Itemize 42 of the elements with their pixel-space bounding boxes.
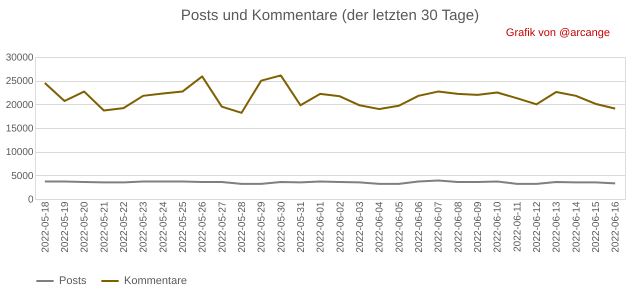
x-tick-label: 2022-06-10 — [492, 201, 504, 253]
x-tick-label: 2022-05-21 — [99, 201, 110, 253]
y-tick-label: 20000 — [6, 100, 34, 111]
x-tick-label: 2022-06-04 — [374, 201, 386, 253]
x-tick-label: 2022-06-08 — [453, 201, 464, 253]
x-tick-label: 2022-06-06 — [414, 201, 425, 253]
x-tick-label: 2022-06-11 — [512, 201, 524, 252]
line-series — [44, 74, 616, 114]
text: Grafik von @arcange — [506, 27, 610, 39]
y-tick-label: 0 — [28, 194, 34, 206]
y-tick-label: 30000 — [6, 52, 34, 64]
legend-label: Posts — [59, 275, 88, 287]
x-tick-label: 2022-05-30 — [276, 201, 288, 253]
y-tick-label: 25000 — [6, 76, 34, 88]
legend-label: Kommentare — [124, 275, 187, 287]
x-tick-label: 2022-05-19 — [60, 201, 71, 253]
chart-title: Posts und Kommentare (der letzten 30 Tage) — [180, 7, 480, 24]
x-tick-label: 2022-05-31 — [296, 201, 307, 253]
y-tick-label: 10000 — [6, 147, 34, 158]
x-tick-label: 2022-06-14 — [571, 201, 582, 253]
y-tick-label: 15000 — [6, 124, 34, 134]
x-tick-label: 2022-05-20 — [80, 201, 91, 253]
x-tick-label: 2022-05-29 — [256, 201, 268, 253]
x-tick-label: 2022-06-07 — [434, 201, 445, 253]
x-tick-label: 2022-06-09 — [473, 201, 484, 253]
x-tick-label: 2022-06-03 — [355, 201, 366, 253]
x-tick-label: 2022-05-22 — [119, 201, 130, 253]
x-tick-label: 2022-06-01 — [316, 201, 327, 253]
x-tick-label: 2022-05-27 — [217, 201, 228, 253]
x-tick-label: 2022-05-26 — [198, 201, 209, 253]
x-tick-label: 2022-05-23 — [138, 201, 150, 253]
x-tick-label: 2022-05-18 — [40, 201, 52, 253]
x-tick-label: 2022-06-05 — [394, 201, 406, 253]
x-tick-label: 2022-06-13 — [552, 201, 563, 253]
x-tick-label: 2022-06-15 — [591, 201, 602, 253]
x-tick-label: 2022-06-02 — [335, 201, 346, 253]
x-tick-label: 2022-06-16 — [610, 201, 622, 253]
y-tick-label: 5000 — [11, 170, 34, 182]
x-tick-label: 2022-05-28 — [237, 201, 248, 253]
x-tick-label: 2022-06-12 — [532, 201, 543, 253]
x-tick-label: 2022-05-24 — [158, 201, 170, 253]
x-tick-label: 2022-05-25 — [178, 201, 189, 253]
